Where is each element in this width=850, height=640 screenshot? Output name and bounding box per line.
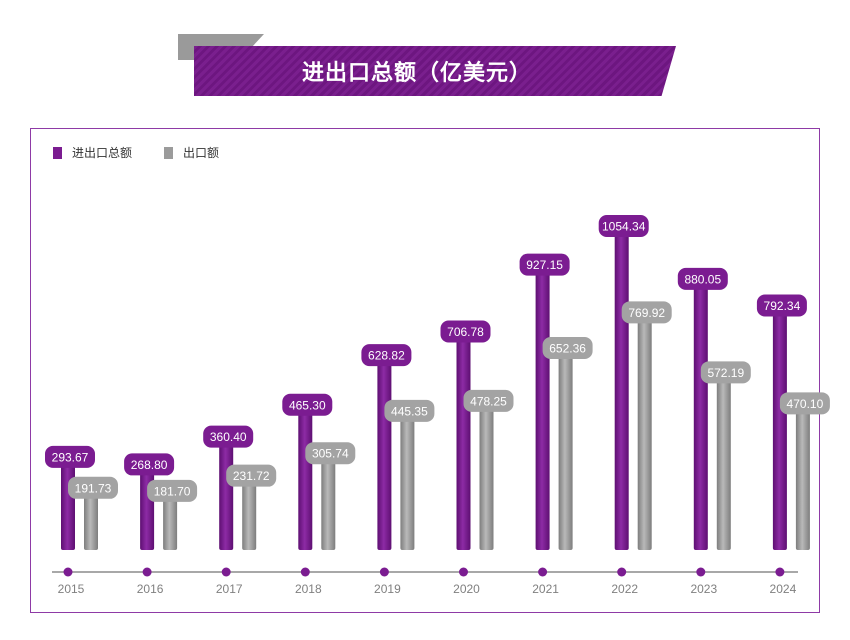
export-bar — [400, 414, 415, 550]
export-label-bg — [621, 301, 672, 324]
chart-title: 进出口总额（亿美元） — [301, 61, 532, 86]
total-data-label: 792.34 — [764, 299, 801, 313]
export-bar — [84, 491, 98, 550]
title-banner: 进出口总额（亿美元） — [194, 46, 676, 96]
x-tick-label: 2018 — [295, 582, 322, 596]
x-tick-label: 2016 — [137, 582, 164, 596]
axis-marker — [459, 567, 468, 577]
total-label-bg — [677, 267, 728, 290]
export-bar — [716, 376, 731, 550]
export-label-bg — [542, 337, 593, 360]
x-tick-label: 2023 — [690, 582, 717, 596]
total-data-label: 268.80 — [131, 458, 168, 472]
total-bar — [219, 440, 234, 550]
export-label-bg — [384, 399, 435, 422]
export-data-label: 470.10 — [787, 397, 824, 411]
total-label-bg — [124, 453, 175, 476]
x-tick-label: 2017 — [216, 582, 243, 596]
export-bar — [321, 457, 336, 550]
export-bar — [479, 404, 494, 550]
total-label-bg — [45, 445, 95, 468]
legend-label-total: 进出口总额 — [72, 146, 133, 160]
axis-marker — [379, 567, 389, 577]
total-data-label: 628.82 — [368, 349, 405, 363]
total-data-label: 360.40 — [210, 430, 247, 444]
total-label-bg — [756, 294, 807, 317]
legend-label-export: 出口额 — [183, 146, 220, 160]
export-label-bg — [779, 392, 830, 415]
total-bar — [61, 460, 75, 550]
total-data-label: 1054.34 — [602, 220, 646, 234]
total-data-label: 927.15 — [526, 258, 563, 272]
legend: 进出口总额 出口额 — [53, 144, 251, 161]
total-bar — [377, 359, 392, 550]
total-label-bg — [598, 215, 649, 237]
axis-marker — [221, 567, 231, 577]
axis-marker — [142, 567, 152, 577]
export-data-label: 478.25 — [470, 394, 507, 408]
x-tick-label: 2019 — [374, 582, 401, 596]
chart-frame — [30, 128, 820, 613]
axis-marker — [300, 567, 310, 577]
export-label-bg — [463, 389, 514, 412]
axis-marker — [538, 567, 548, 577]
export-data-label: 445.35 — [391, 404, 428, 418]
legend-swatch-total — [53, 146, 62, 159]
legend-item-total: 进出口总额 — [53, 144, 132, 161]
legend-swatch-export — [164, 146, 174, 159]
export-data-label: 191.73 — [75, 481, 112, 495]
legend-item-export: 出口额 — [164, 144, 219, 161]
total-bar — [535, 268, 550, 550]
export-bar — [637, 316, 652, 550]
total-label-bg — [361, 344, 412, 367]
axis-marker — [63, 567, 73, 577]
total-bar — [456, 335, 471, 550]
total-label-bg — [282, 393, 333, 416]
export-data-label: 181.70 — [154, 484, 191, 498]
total-label-bg — [203, 425, 254, 448]
export-label-bg — [147, 479, 198, 502]
export-label-bg — [226, 464, 277, 487]
total-bar — [614, 230, 629, 550]
axis-marker — [617, 567, 627, 577]
export-bar — [558, 352, 573, 550]
total-bar — [298, 408, 313, 550]
total-bar — [772, 309, 787, 550]
export-data-label: 305.74 — [312, 447, 349, 461]
total-data-label: 706.78 — [447, 325, 484, 339]
total-data-label: 465.30 — [289, 398, 326, 412]
total-data-label: 293.67 — [52, 450, 89, 464]
total-label-bg — [519, 253, 570, 276]
axis-marker — [696, 567, 706, 577]
export-data-label: 769.92 — [628, 306, 665, 320]
export-label-bg — [68, 476, 118, 499]
export-data-label: 652.36 — [549, 342, 586, 356]
export-bar — [242, 479, 257, 550]
total-label-bg — [440, 320, 491, 343]
export-bar — [795, 407, 810, 550]
axis-marker — [775, 567, 785, 577]
x-tick-label: 2020 — [453, 582, 480, 596]
x-tick-label: 2022 — [611, 582, 638, 596]
x-tick-label: 2021 — [532, 582, 559, 596]
export-label-bg — [305, 442, 356, 465]
x-tick-label: 2015 — [58, 582, 85, 596]
export-bar — [163, 494, 178, 550]
total-data-label: 880.05 — [684, 272, 721, 286]
export-data-label: 231.72 — [233, 469, 270, 483]
x-tick-label: 2024 — [770, 582, 797, 596]
total-bar — [693, 282, 708, 550]
export-label-bg — [700, 361, 751, 384]
export-data-label: 572.19 — [707, 366, 744, 380]
